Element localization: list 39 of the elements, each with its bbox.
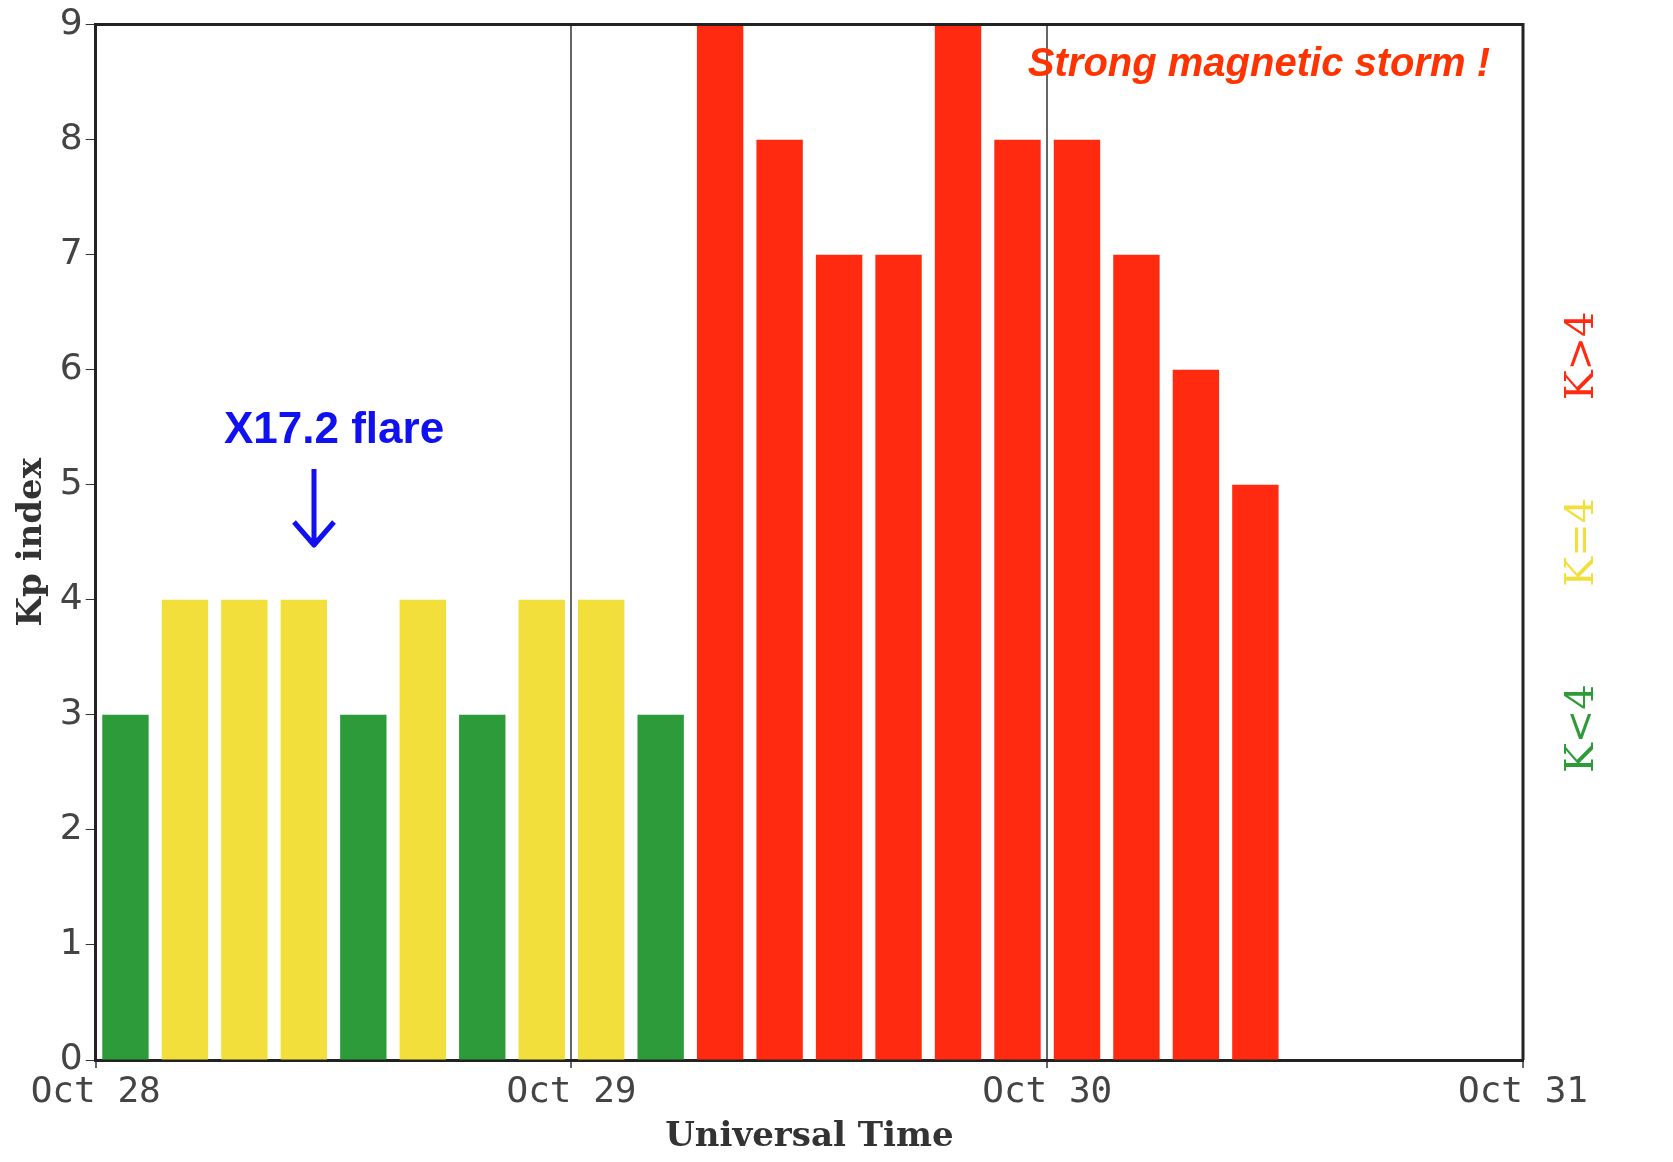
bar bbox=[815, 254, 863, 1060]
y-tick-label: 6 bbox=[59, 346, 83, 388]
y-tick-label: 8 bbox=[59, 116, 83, 157]
text: K<4 bbox=[1556, 684, 1603, 774]
y-tick-label: 2 bbox=[59, 806, 83, 848]
bar bbox=[518, 599, 565, 1060]
bar bbox=[1232, 484, 1279, 1060]
bar bbox=[1053, 139, 1101, 1060]
bar bbox=[1113, 254, 1160, 1060]
bar bbox=[994, 139, 1041, 1060]
y-tick-label: 1 bbox=[59, 921, 83, 963]
bar bbox=[756, 139, 803, 1060]
bar bbox=[1172, 369, 1220, 1060]
y-tick-label: 0 bbox=[59, 1036, 83, 1078]
bar bbox=[637, 714, 684, 1060]
y-tick-label: 5 bbox=[59, 461, 83, 503]
bar bbox=[161, 599, 209, 1060]
x-axis-title: Universal Time bbox=[665, 1114, 954, 1155]
bar bbox=[875, 254, 922, 1060]
y-tick-label: 9 bbox=[59, 0, 83, 42]
bar bbox=[340, 714, 387, 1060]
bar bbox=[102, 714, 149, 1060]
y-tick-label: 3 bbox=[59, 691, 83, 733]
y-axis-title: Kp index bbox=[9, 457, 50, 627]
bar bbox=[578, 599, 625, 1060]
annotation: X17.2 flare bbox=[224, 402, 445, 452]
bar bbox=[221, 599, 268, 1060]
y-tick-label: 7 bbox=[59, 231, 83, 273]
bar bbox=[934, 24, 982, 1060]
bar bbox=[696, 24, 744, 1060]
y-tick-label: 4 bbox=[59, 576, 83, 618]
x-tick-label: Oct 29 bbox=[506, 1068, 637, 1110]
bar bbox=[459, 714, 506, 1060]
x-tick-label: Oct 31 bbox=[1457, 1068, 1589, 1110]
text: K>4 bbox=[1556, 311, 1603, 401]
x-tick-label: Oct 30 bbox=[982, 1068, 1113, 1110]
text: K=4 bbox=[1556, 497, 1603, 587]
bar bbox=[280, 599, 328, 1060]
bar bbox=[399, 599, 446, 1060]
